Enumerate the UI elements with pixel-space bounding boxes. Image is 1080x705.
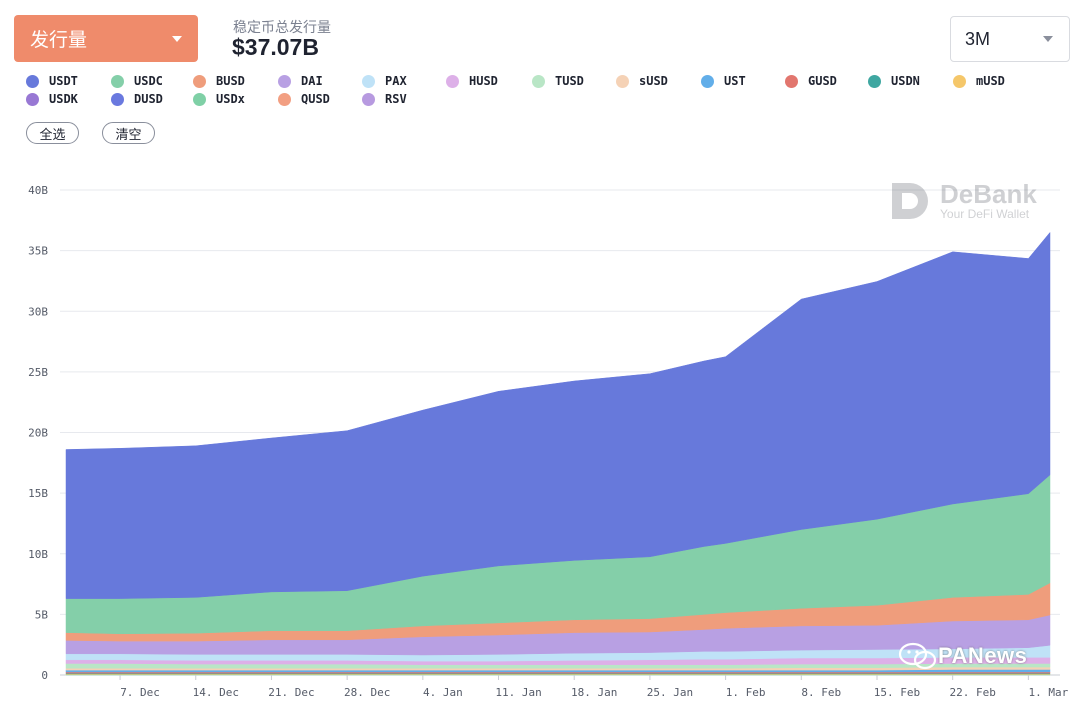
x-tick-label: 1. Feb — [726, 686, 766, 699]
legend-dot — [193, 74, 206, 88]
x-tick-label: 15. Feb — [874, 686, 920, 699]
y-tick-label: 35B — [28, 245, 48, 258]
legend-dot — [111, 74, 124, 88]
total-supply-value: $37.07B — [232, 34, 319, 60]
legend-label: PAX — [385, 74, 407, 88]
area-usdt — [65, 231, 1051, 599]
legend-dot — [362, 74, 375, 88]
stablecoin-supply-chart: 0 5B 10B 15B 20B 25B 30B 35B 40B 7. Dec 14. Dec 21… — [28, 184, 1069, 699]
legend-label: DUSD — [134, 92, 163, 106]
legend-item-ust[interactable]: UST — [701, 74, 746, 88]
wechat-icon — [898, 642, 937, 670]
legend-item-usdt[interactable]: USDT — [26, 74, 78, 88]
legend-label: GUSD — [808, 74, 837, 88]
legend-item-dai[interactable]: DAI — [278, 74, 323, 88]
series-areas — [65, 231, 1051, 676]
x-axis: 7. Dec 14. Dec 21. Dec 28. Dec 4. Jan 11. Jan… — [119, 675, 1069, 699]
legend-label: USDx — [216, 92, 245, 106]
legend: USDT USDC BUSD DAI PAX HUSD TUSD sUSD UST GUSD USD… — [26, 74, 1066, 110]
legend-label: USDK — [49, 92, 78, 106]
x-tick-label: 28. Dec — [344, 686, 390, 699]
legend-label: USDN — [891, 74, 920, 88]
legend-dot — [701, 74, 714, 88]
legend-item-musd[interactable]: mUSD — [953, 74, 1005, 88]
y-tick-label: 5B — [35, 608, 49, 621]
legend-dot — [532, 74, 545, 88]
legend-label: mUSD — [976, 74, 1005, 88]
legend-item-dusd[interactable]: DUSD — [111, 92, 163, 106]
legend-label: BUSD — [216, 74, 245, 88]
legend-dot — [953, 74, 966, 88]
y-tick-label: 20B — [28, 427, 48, 440]
legend-label: QUSD — [301, 92, 330, 106]
legend-dot — [26, 92, 39, 106]
debank-watermark-title: DeBank — [940, 179, 1037, 209]
legend-dot — [278, 92, 291, 106]
legend-label: DAI — [301, 74, 323, 88]
legend-item-tusd[interactable]: TUSD — [532, 74, 584, 88]
time-range-label: 3M — [965, 28, 991, 49]
debank-watermark-subtitle: Your DeFi Wallet — [940, 207, 1030, 221]
panews-watermark-text: PANews — [938, 643, 1028, 668]
legend-item-qusd[interactable]: QUSD — [278, 92, 330, 106]
total-supply-label: 稳定币总发行量 — [233, 19, 331, 35]
x-tick-label: 22. Feb — [950, 686, 996, 699]
chevron-down-icon — [172, 35, 182, 42]
legend-item-susd[interactable]: sUSD — [616, 74, 668, 88]
legend-dot — [193, 92, 206, 106]
legend-item-rsv[interactable]: RSV — [362, 92, 407, 106]
debank-watermark: DeBank Your DeFi Wallet — [890, 181, 1037, 221]
legend-item-usdn[interactable]: USDN — [868, 74, 920, 88]
legend-dot — [446, 74, 459, 88]
legend-dot — [616, 74, 629, 88]
x-tick-label: 1. Mar — [1028, 686, 1068, 699]
chevron-down-icon — [1043, 36, 1053, 42]
legend-row-1: USDT USDC BUSD DAI PAX HUSD TUSD sUSD UST GUSD USD… — [26, 74, 1066, 92]
x-tick-label: 11. Jan — [495, 686, 541, 699]
y-tick-label: 40B — [28, 184, 48, 197]
y-axis: 0 5B 10B 15B 20B 25B 30B 35B 40B — [28, 184, 48, 682]
metric-dropdown[interactable]: 发行量 — [14, 15, 198, 62]
legend-item-pax[interactable]: PAX — [362, 74, 407, 88]
legend-label: USDT — [49, 74, 78, 88]
legend-label: RSV — [385, 92, 407, 106]
legend-label: USDC — [134, 74, 163, 88]
y-tick-label: 25B — [28, 366, 48, 379]
legend-item-busd[interactable]: BUSD — [193, 74, 245, 88]
x-tick-label: 4. Jan — [423, 686, 463, 699]
x-tick-label: 21. Dec — [268, 686, 314, 699]
legend-dot — [362, 92, 375, 106]
legend-label: TUSD — [555, 74, 584, 88]
x-tick-label: 25. Jan — [647, 686, 693, 699]
legend-row-2: USDK DUSD USDx QUSD RSV — [26, 92, 1066, 110]
y-tick-label: 10B — [28, 548, 48, 561]
legend-item-usdc[interactable]: USDC — [111, 74, 163, 88]
time-range-dropdown[interactable]: 3M — [950, 16, 1070, 62]
legend-label: sUSD — [639, 74, 668, 88]
x-tick-label: 14. Dec — [193, 686, 239, 699]
x-tick-label: 8. Feb — [801, 686, 841, 699]
legend-item-usdk[interactable]: USDK — [26, 92, 78, 106]
legend-item-usdx[interactable]: USDx — [193, 92, 245, 106]
select-all-button[interactable]: 全选 — [26, 122, 79, 144]
legend-dot — [111, 92, 124, 106]
legend-dot — [785, 74, 798, 88]
legend-dot — [26, 74, 39, 88]
legend-dot — [868, 74, 881, 88]
metric-dropdown-label: 发行量 — [30, 30, 88, 51]
y-tick-label: 15B — [28, 487, 48, 500]
legend-label: UST — [724, 74, 746, 88]
y-tick-label: 0 — [41, 669, 48, 682]
clear-button[interactable]: 清空 — [102, 122, 155, 144]
legend-item-husd[interactable]: HUSD — [446, 74, 498, 88]
x-tick-label: 7. Dec — [120, 686, 160, 699]
panews-watermark: PANews — [898, 641, 1027, 671]
legend-dot — [278, 74, 291, 88]
x-tick-label: 18. Jan — [571, 686, 617, 699]
y-tick-label: 30B — [28, 305, 48, 318]
legend-label: HUSD — [469, 74, 498, 88]
legend-item-gusd[interactable]: GUSD — [785, 74, 837, 88]
debank-logo-icon — [890, 181, 928, 221]
